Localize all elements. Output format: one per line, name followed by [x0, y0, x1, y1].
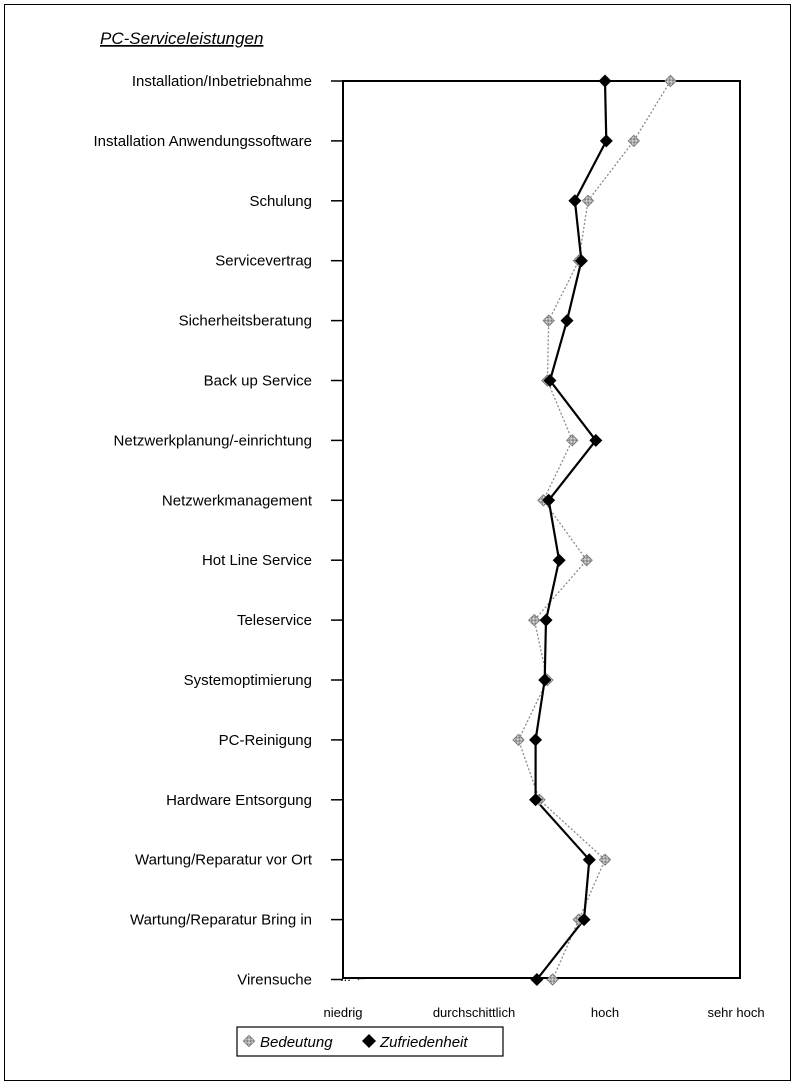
data-point-zufriedenheit [599, 134, 613, 148]
legend-label-zufriedenheit: Zufriedenheit [379, 1034, 468, 1051]
category-label: Teleservice [237, 612, 312, 629]
data-point-zufriedenheit [543, 374, 557, 387]
category-label: Installation Anwendungssoftware [94, 133, 312, 150]
category-label: Wartung/Reparatur Bring in [130, 912, 312, 929]
legend: Bedeutung Zufriedenheit [236, 1026, 504, 1057]
data-point-zufriedenheit [538, 673, 552, 687]
category-label: Sicherheitsberatung [179, 313, 312, 330]
value-axis-label: niedrig [323, 1005, 362, 1020]
series-markers [512, 74, 677, 986]
data-point-bedeutung [664, 74, 677, 88]
figure-frame [4, 4, 791, 1081]
series-line-bedeutung [517, 80, 672, 980]
data-point-bedeutung [542, 314, 555, 327]
data-point-zufriedenheit [598, 74, 612, 88]
category-label: Wartung/Reparatur vor Ort [135, 852, 313, 869]
category-label: Installation/Inbetriebnahme [132, 73, 312, 90]
data-point-zufriedenheit [582, 853, 596, 867]
series-lines [517, 80, 672, 981]
data-point-zufriedenheit [589, 433, 603, 447]
data-point-bedeutung [580, 553, 593, 567]
data-point-bedeutung [546, 973, 559, 986]
data-point-zufriedenheit [529, 793, 543, 807]
data-point-bedeutung [598, 853, 612, 866]
data-point-bedeutung [581, 194, 595, 208]
data-point-bedeutung [512, 733, 525, 747]
data-point-zufriedenheit [560, 314, 574, 328]
category-label: Systemoptimierung [184, 672, 312, 689]
category-labels: Installation/Inbetriebnahme Installation … [94, 73, 313, 989]
data-point-zufriedenheit [539, 613, 553, 627]
value-axis-labels: niedrig durchschittlich hoch sehr hoch [323, 1005, 764, 1020]
data-point-zufriedenheit [530, 973, 544, 986]
legend-marker-zufriedenheit [362, 1034, 376, 1048]
annotation: ... ← [340, 969, 367, 984]
legend-label-bedeutung: Bedeutung [260, 1034, 333, 1051]
data-point-zufriedenheit [568, 194, 582, 208]
value-axis-label: hoch [591, 1005, 619, 1020]
category-label: Netzwerkmanagement [162, 492, 313, 509]
data-point-zufriedenheit [542, 493, 556, 507]
plot-area [342, 80, 741, 979]
category-label: Virensuche [237, 972, 312, 989]
category-label: Schulung [249, 193, 312, 210]
category-label: Hot Line Service [202, 552, 312, 569]
category-label: Hardware Entsorgung [166, 792, 312, 809]
category-label: Servicevertrag [215, 253, 312, 270]
annotation-arrow-text: ... ← [340, 969, 367, 984]
data-point-bedeutung [566, 434, 579, 447]
data-point-zufriedenheit [552, 553, 566, 567]
legend-marker-bedeutung [242, 1034, 256, 1048]
value-axis-label: durchschittlich [433, 1005, 515, 1020]
series-line-zufriedenheit [534, 80, 608, 981]
value-axis-label: sehr hoch [707, 1005, 764, 1020]
category-ticks [331, 80, 343, 981]
category-label: Back up Service [204, 373, 312, 390]
data-point-zufriedenheit [529, 733, 543, 747]
data-point-bedeutung [627, 134, 641, 148]
category-label: PC-Reinigung [219, 732, 312, 749]
chart-title: PC-Serviceleistungen [100, 29, 263, 48]
data-point-zufriedenheit [577, 913, 591, 927]
data-point-zufriedenheit [574, 254, 588, 268]
category-label: Netzwerkplanung/-einrichtung [114, 432, 312, 449]
data-point-bedeutung [528, 613, 541, 627]
